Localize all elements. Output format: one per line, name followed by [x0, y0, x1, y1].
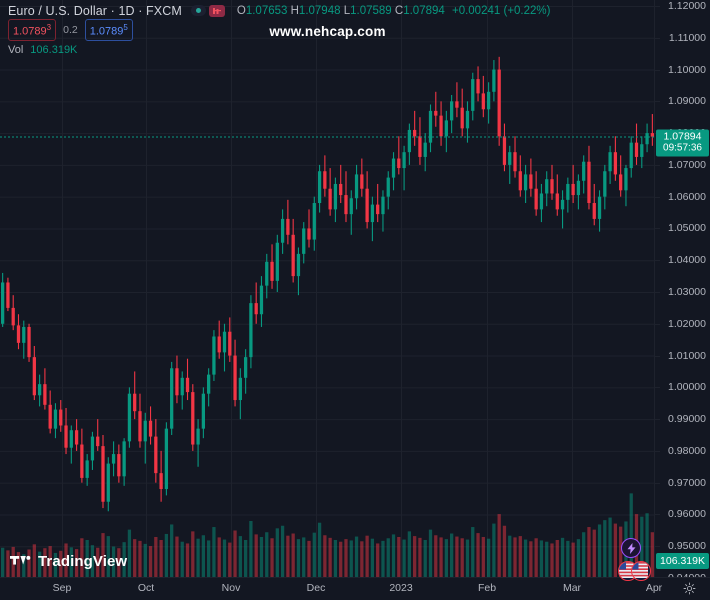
price-tick: 0.97000	[668, 476, 706, 489]
chart-plot-area[interactable]	[0, 0, 655, 578]
price-tick: 1.02000	[668, 317, 706, 330]
eu-flag-icon[interactable]	[631, 561, 651, 581]
price-axis[interactable]: 1.120001.110001.100001.090001.080001.070…	[654, 0, 710, 584]
volume-badge-value: 106.319K	[660, 554, 705, 567]
current-price-value: 1.07894	[663, 130, 702, 142]
price-tick: 1.00000	[668, 381, 706, 394]
time-tick: Dec	[306, 582, 326, 594]
price-tick: 1.01000	[668, 349, 706, 362]
price-tick: 0.96000	[668, 508, 706, 521]
chart-gridlines	[0, 0, 655, 578]
volume-badge[interactable]: 106.319K	[656, 552, 709, 569]
price-tick: 1.10000	[668, 63, 706, 76]
currency-flags[interactable]	[618, 561, 652, 581]
price-tick: 0.98000	[668, 444, 706, 457]
price-tick: 1.05000	[668, 222, 706, 235]
time-axis[interactable]: Sep Oct Nov Dec 2023 Feb Mar Apr	[0, 577, 710, 600]
time-tick: 2023	[389, 582, 413, 594]
price-tick: 1.09000	[668, 95, 706, 108]
tradingview-wordmark: TradingView	[38, 553, 128, 570]
time-tick: Sep	[52, 582, 72, 594]
current-price-time: 09:57:36	[663, 142, 702, 153]
price-tick: 1.06000	[668, 190, 706, 203]
volume-bars	[1, 493, 654, 578]
current-price-line	[0, 136, 655, 138]
time-tick: Nov	[221, 582, 241, 594]
price-tick: 1.07000	[668, 158, 706, 171]
tradingview-mark-icon	[10, 555, 31, 565]
price-tick: 1.04000	[668, 254, 706, 267]
time-tick: Mar	[562, 582, 582, 594]
price-tick: 0.95000	[668, 540, 706, 553]
price-tick: 1.12000	[668, 0, 706, 12]
lightning-bolt-icon[interactable]	[621, 538, 641, 558]
price-tick: 0.99000	[668, 413, 706, 426]
current-price-badge[interactable]: 1.07894 09:57:36	[656, 129, 709, 156]
gear-icon[interactable]	[683, 582, 696, 595]
time-tick: Feb	[477, 582, 497, 594]
time-tick: Apr	[645, 582, 663, 594]
time-tick: Oct	[137, 582, 155, 594]
tradingview-logo[interactable]: TradingView	[10, 553, 127, 570]
price-tick: 1.03000	[668, 286, 706, 298]
candlestick-series	[1, 56, 654, 512]
price-tick: 1.11000	[668, 31, 706, 44]
